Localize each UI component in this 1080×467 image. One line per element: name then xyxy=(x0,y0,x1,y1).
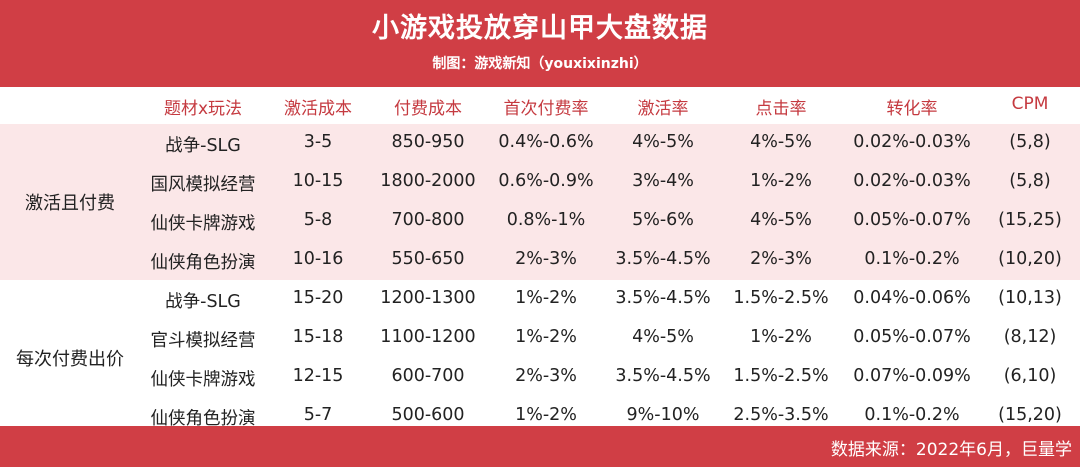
cell-cpm: (10,13) xyxy=(998,288,1062,308)
column-header-cpm: CPM xyxy=(1011,94,1049,114)
cell-activation-cost: 5-7 xyxy=(303,405,333,425)
cell-genre: 仙侠卡牌游戏 xyxy=(150,370,256,390)
cell-genre: 战争-SLG xyxy=(165,292,241,312)
cell-activation-rate: 4%-5% xyxy=(632,327,694,347)
cell-click-rate: 1%-2% xyxy=(750,327,812,347)
cell-conversion-rate: 0.02%-0.03% xyxy=(853,132,971,152)
cell-conversion-rate: 0.02%-0.03% xyxy=(853,171,971,191)
cell-cpm: (6,10) xyxy=(1003,366,1057,386)
group-activation-and-pay: 激活且付费 战争-SLG 3-5 850-950 0.4%-0.6% 4%-5%… xyxy=(0,124,1080,280)
cell-first-pay-rate: 0.8%-1% xyxy=(506,210,586,230)
cell-activation-rate: 3.5%-4.5% xyxy=(615,288,711,308)
cell-click-rate: 1%-2% xyxy=(750,171,812,191)
cell-genre: 战争-SLG xyxy=(165,136,241,156)
cell-payment-cost: 600-700 xyxy=(391,366,465,386)
cell-genre: 仙侠角色扮演 xyxy=(150,409,256,429)
cell-click-rate: 4%-5% xyxy=(750,210,812,230)
table-row: 战争-SLG 15-20 1200-1300 1%-2% 3.5%-4.5% 1… xyxy=(0,280,1080,319)
cell-payment-cost: 850-950 xyxy=(391,132,465,152)
cell-click-rate: 4%-5% xyxy=(750,132,812,152)
table-row: 国风模拟经营 10-15 1800-2000 0.6%-0.9% 3%-4% 1… xyxy=(0,163,1080,202)
table-row: 战争-SLG 3-5 850-950 0.4%-0.6% 4%-5% 4%-5%… xyxy=(0,124,1080,163)
cell-payment-cost: 550-650 xyxy=(391,249,465,269)
cell-activation-cost: 12-15 xyxy=(292,366,344,386)
group-label: 每次付费出价 xyxy=(16,349,124,370)
cell-conversion-rate: 0.05%-0.07% xyxy=(853,210,971,230)
cell-genre: 仙侠角色扮演 xyxy=(150,253,256,273)
column-header-genre: 题材x玩法 xyxy=(163,99,243,119)
cell-activation-cost: 3-5 xyxy=(303,132,333,152)
cell-conversion-rate: 0.1%-0.2% xyxy=(864,405,960,425)
cell-activation-cost: 15-20 xyxy=(292,288,344,308)
column-header-activation-rate: 激活率 xyxy=(637,99,689,119)
cell-click-rate: 2%-3% xyxy=(750,249,812,269)
cell-first-pay-rate: 0.4%-0.6% xyxy=(498,132,594,152)
cell-first-pay-rate: 0.6%-0.9% xyxy=(498,171,594,191)
cell-cpm: (5,8) xyxy=(1009,132,1051,152)
column-header-activation-cost: 激活成本 xyxy=(284,99,352,119)
cell-click-rate: 1.5%-2.5% xyxy=(733,288,829,308)
cell-genre: 官斗模拟经营 xyxy=(150,331,256,351)
cell-click-rate: 2.5%-3.5% xyxy=(733,405,829,425)
cell-first-pay-rate: 2%-3% xyxy=(515,366,577,386)
cell-first-pay-rate: 2%-3% xyxy=(515,249,577,269)
cell-payment-cost: 1800-2000 xyxy=(380,171,476,191)
cell-payment-cost: 500-600 xyxy=(391,405,465,425)
source-note: 数据来源：2022年6月，巨量学 xyxy=(830,440,1072,460)
column-header-first-pay-rate: 首次付费率 xyxy=(503,99,589,119)
cell-cpm: (8,12) xyxy=(1003,327,1057,347)
cell-payment-cost: 700-800 xyxy=(391,210,465,230)
cell-activation-rate: 3.5%-4.5% xyxy=(615,249,711,269)
column-header-conversion-rate: 转化率 xyxy=(886,99,938,119)
cell-conversion-rate: 0.1%-0.2% xyxy=(864,249,960,269)
cell-activation-rate: 3.5%-4.5% xyxy=(615,366,711,386)
cell-cpm: (5,8) xyxy=(1009,171,1051,191)
table-row: 仙侠角色扮演 10-16 550-650 2%-3% 3.5%-4.5% 2%-… xyxy=(0,241,1080,280)
cell-activation-cost: 10-16 xyxy=(292,249,344,269)
column-header-click-rate: 点击率 xyxy=(755,99,807,119)
cell-payment-cost: 1200-1300 xyxy=(380,288,476,308)
cell-payment-cost: 1100-1200 xyxy=(380,327,476,347)
table-row: 仙侠卡牌游戏 12-15 600-700 2%-3% 3.5%-4.5% 1.5… xyxy=(0,358,1080,397)
cell-click-rate: 1.5%-2.5% xyxy=(733,366,829,386)
cell-conversion-rate: 0.07%-0.09% xyxy=(853,366,971,386)
cell-genre: 仙侠卡牌游戏 xyxy=(150,214,256,234)
cell-activation-cost: 10-15 xyxy=(292,171,344,191)
cell-conversion-rate: 0.05%-0.07% xyxy=(853,327,971,347)
cell-activation-cost: 5-8 xyxy=(303,210,333,230)
cell-first-pay-rate: 1%-2% xyxy=(515,327,577,347)
cell-first-pay-rate: 1%-2% xyxy=(515,288,577,308)
table-row: 官斗模拟经营 15-18 1100-1200 1%-2% 4%-5% 1%-2%… xyxy=(0,319,1080,358)
cell-activation-rate: 4%-5% xyxy=(632,132,694,152)
cell-cpm: (15,25) xyxy=(998,210,1062,230)
table-row: 仙侠角色扮演 5-7 500-600 1%-2% 9%-10% 2.5%-3.5… xyxy=(0,397,1080,436)
cell-cpm: (10,20) xyxy=(998,249,1062,269)
cell-activation-rate: 9%-10% xyxy=(626,405,700,425)
cell-activation-rate: 3%-4% xyxy=(632,171,694,191)
group-label: 激活且付费 xyxy=(25,193,115,214)
cell-first-pay-rate: 1%-2% xyxy=(515,405,577,425)
cell-activation-cost: 15-18 xyxy=(292,327,344,347)
cell-activation-rate: 5%-6% xyxy=(632,210,694,230)
column-header-row: 题材x玩法 激活成本 付费成本 首次付费率 激活率 点击率 转化率 CPM xyxy=(0,87,1080,124)
column-header-payment-cost: 付费成本 xyxy=(394,99,462,119)
group-per-payment-bid: 每次付费出价 战争-SLG 15-20 1200-1300 1%-2% 3.5%… xyxy=(0,280,1080,436)
source-footer: 数据来源：2022年6月，巨量学 xyxy=(0,426,1080,467)
cell-conversion-rate: 0.04%-0.06% xyxy=(853,288,971,308)
title-banner: 小游戏投放穿山甲大盘数据 制图：游戏新知（youxixinzhi） xyxy=(0,0,1080,87)
cell-cpm: (15,20) xyxy=(998,405,1062,425)
credit-line: 制图：游戏新知（youxixinzhi） xyxy=(432,56,648,72)
page-title: 小游戏投放穿山甲大盘数据 xyxy=(372,13,708,44)
table-row: 仙侠卡牌游戏 5-8 700-800 0.8%-1% 5%-6% 4%-5% 0… xyxy=(0,202,1080,241)
cell-genre: 国风模拟经营 xyxy=(150,175,256,195)
